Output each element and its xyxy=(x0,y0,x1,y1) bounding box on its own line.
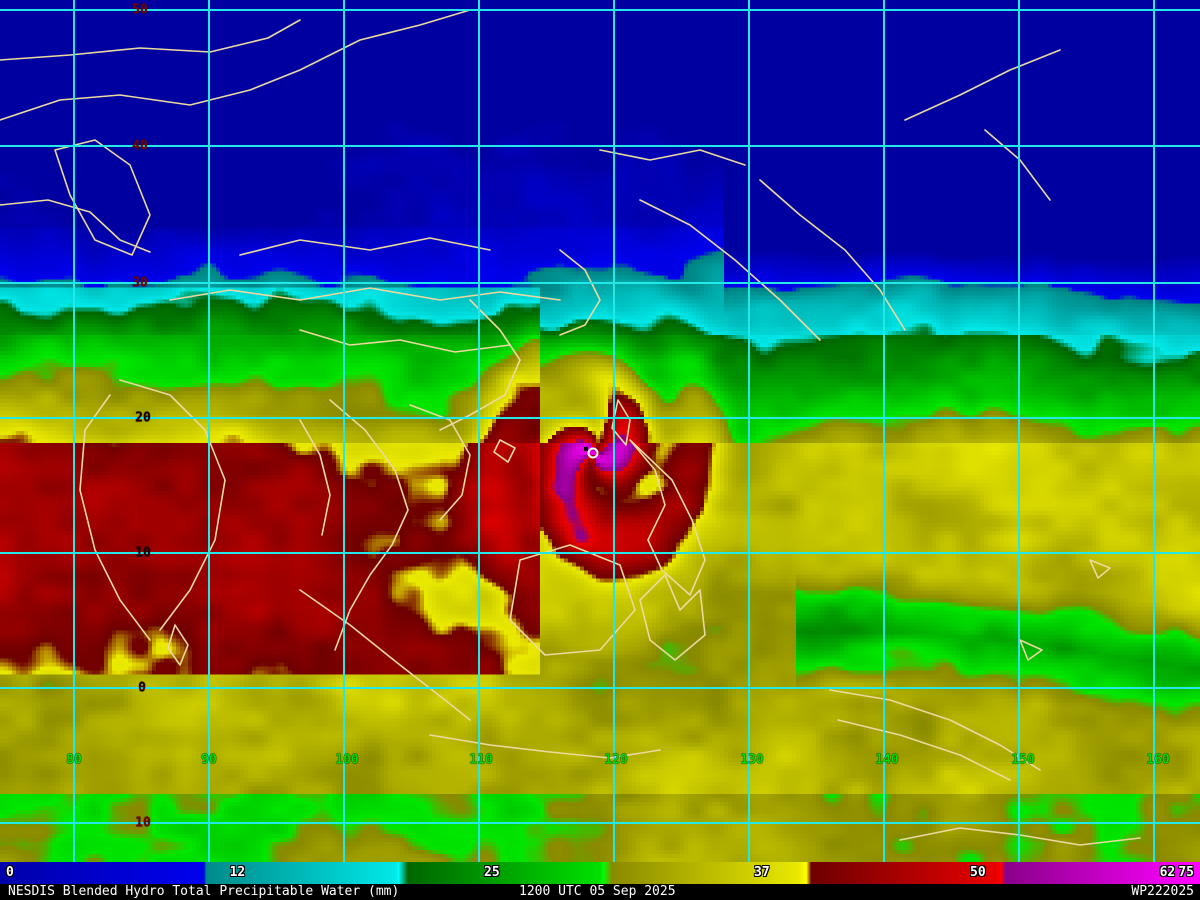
coastline-segment xyxy=(837,719,1011,781)
coastline-segment xyxy=(904,49,1061,121)
storm-id-label: WP222025 xyxy=(1131,884,1194,899)
coastline-segment xyxy=(1089,559,1111,579)
colorbar-tick-50: 50 xyxy=(970,865,986,880)
coastline-segment xyxy=(639,574,706,661)
coastline-segment xyxy=(639,199,821,341)
coastline-segment xyxy=(54,139,151,256)
coastline-segment xyxy=(984,129,1051,201)
coastline-segment xyxy=(329,399,409,651)
coastline-segment xyxy=(409,404,471,521)
coastline-segment xyxy=(0,19,301,61)
coastline-paths xyxy=(0,9,1141,846)
coastline-segment xyxy=(1019,639,1043,661)
lat-lon-gridlines xyxy=(0,0,1200,862)
colorbar: 0 12 25 37 50 62 75 xyxy=(0,862,1200,884)
footer-bar: NESDIS Blended Hydro Total Precipitable … xyxy=(0,884,1200,900)
coastline-segment xyxy=(119,379,226,631)
colorbar-tick-0: 0 xyxy=(6,865,14,880)
coastline-segment xyxy=(509,544,636,656)
colorbar-tick-75: 75 xyxy=(1178,865,1194,880)
colorbar-gradient xyxy=(0,862,1200,884)
colorbar-tick-12: 12 xyxy=(229,865,246,880)
coastline-segment xyxy=(299,419,331,536)
coastline-segment xyxy=(299,329,511,353)
coastline-segment xyxy=(0,9,471,121)
coastline-segment xyxy=(299,589,471,721)
colorbar-tick-62: 62 xyxy=(1159,865,1176,880)
coastline-segment xyxy=(79,394,151,641)
map-vector-overlay xyxy=(0,0,1200,862)
colorbar-tick-25: 25 xyxy=(484,865,500,880)
product-title: NESDIS Blended Hydro Total Precipitable … xyxy=(8,884,400,899)
storm-center-marker[interactable] xyxy=(587,447,599,459)
coastline-segment xyxy=(167,624,189,666)
coastline-segment xyxy=(629,439,706,596)
coastline-segment xyxy=(239,237,491,256)
colorbar-tick-37: 37 xyxy=(754,865,770,880)
coastline-segment xyxy=(559,249,601,336)
coastline-segment xyxy=(0,199,151,253)
coastline-segment xyxy=(169,287,561,301)
coastline-segment xyxy=(759,179,906,331)
map-area[interactable]: 50 40 30 20 10 0 10 80 90 100 110 120 130 140 150 160 xyxy=(0,0,1200,862)
coastline-segment xyxy=(429,734,661,759)
timestamp-label: 1200 UTC 05 Sep 2025 xyxy=(519,884,676,899)
coastline-segment xyxy=(599,149,746,166)
coastline-segment xyxy=(493,439,516,463)
coastline-segment xyxy=(829,689,1041,771)
